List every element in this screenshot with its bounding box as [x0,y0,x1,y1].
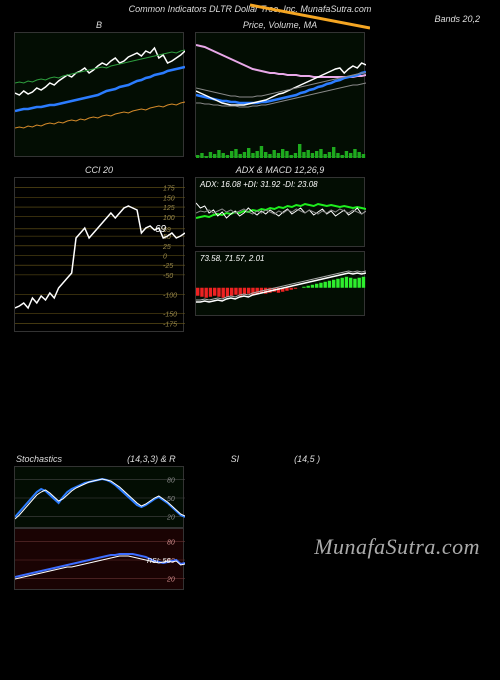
svg-text:20: 20 [166,515,175,522]
svg-text:80: 80 [167,477,175,484]
panel-b: B [14,20,184,157]
stoch-rsi-title-row: Stochastics (14,3,3) & R SI (14,5 ) [0,452,500,466]
svg-text:69: 69 [155,224,167,235]
panel-price-title: Price, Volume, MA [195,20,365,30]
svg-text:150: 150 [163,195,175,202]
panel-price: Price, Volume, MA [195,20,365,157]
svg-text:80: 80 [167,539,175,546]
svg-text:-50: -50 [163,273,173,280]
svg-text:100: 100 [163,215,175,222]
rsi-params: (14,5 ) [294,454,320,464]
panel-cci-title: CCI 20 [14,165,184,175]
adx-values-label: ADX: 16.08 +DI: 31.92 -DI: 23.08 [200,180,318,189]
svg-text:-100: -100 [163,292,177,299]
panel-adx-title: ADX & MACD 12,26,9 [195,165,365,175]
svg-text:125: 125 [163,205,175,212]
svg-text:0: 0 [163,254,167,261]
panel-cci: CCI 20 1751501251006950250-25-50-100-150… [14,165,184,332]
panel-b-title: B [14,20,184,30]
svg-text:-150: -150 [163,312,177,319]
watermark-text: MunafaSutra.com [314,534,480,560]
svg-text:175: 175 [163,186,175,193]
panel-rsi: 805020RSI: 50 [14,528,184,590]
stoch-params: (14,3,3) & R [127,454,176,464]
rsi-label-si: SI [231,454,240,464]
svg-text:20: 20 [166,577,175,584]
bands-label: Bands 20,2 [434,14,480,24]
svg-text:-25: -25 [163,263,173,270]
page-title: Common Indicators DLTR Dollar Tree, Inc.… [0,0,500,18]
svg-text:-175: -175 [163,321,177,328]
macd-values-label: 73.58, 71.57, 2.01 [200,254,265,263]
panel-adx-macd-stack: ADX & MACD 12,26,9 ADX: 16.08 +DI: 31.92… [195,165,365,332]
svg-text:25: 25 [162,244,171,251]
stoch-label: Stochastics [16,454,62,464]
panel-stochastics: 805020 [14,466,184,528]
svg-text:RSI: 50: RSI: 50 [147,558,170,565]
